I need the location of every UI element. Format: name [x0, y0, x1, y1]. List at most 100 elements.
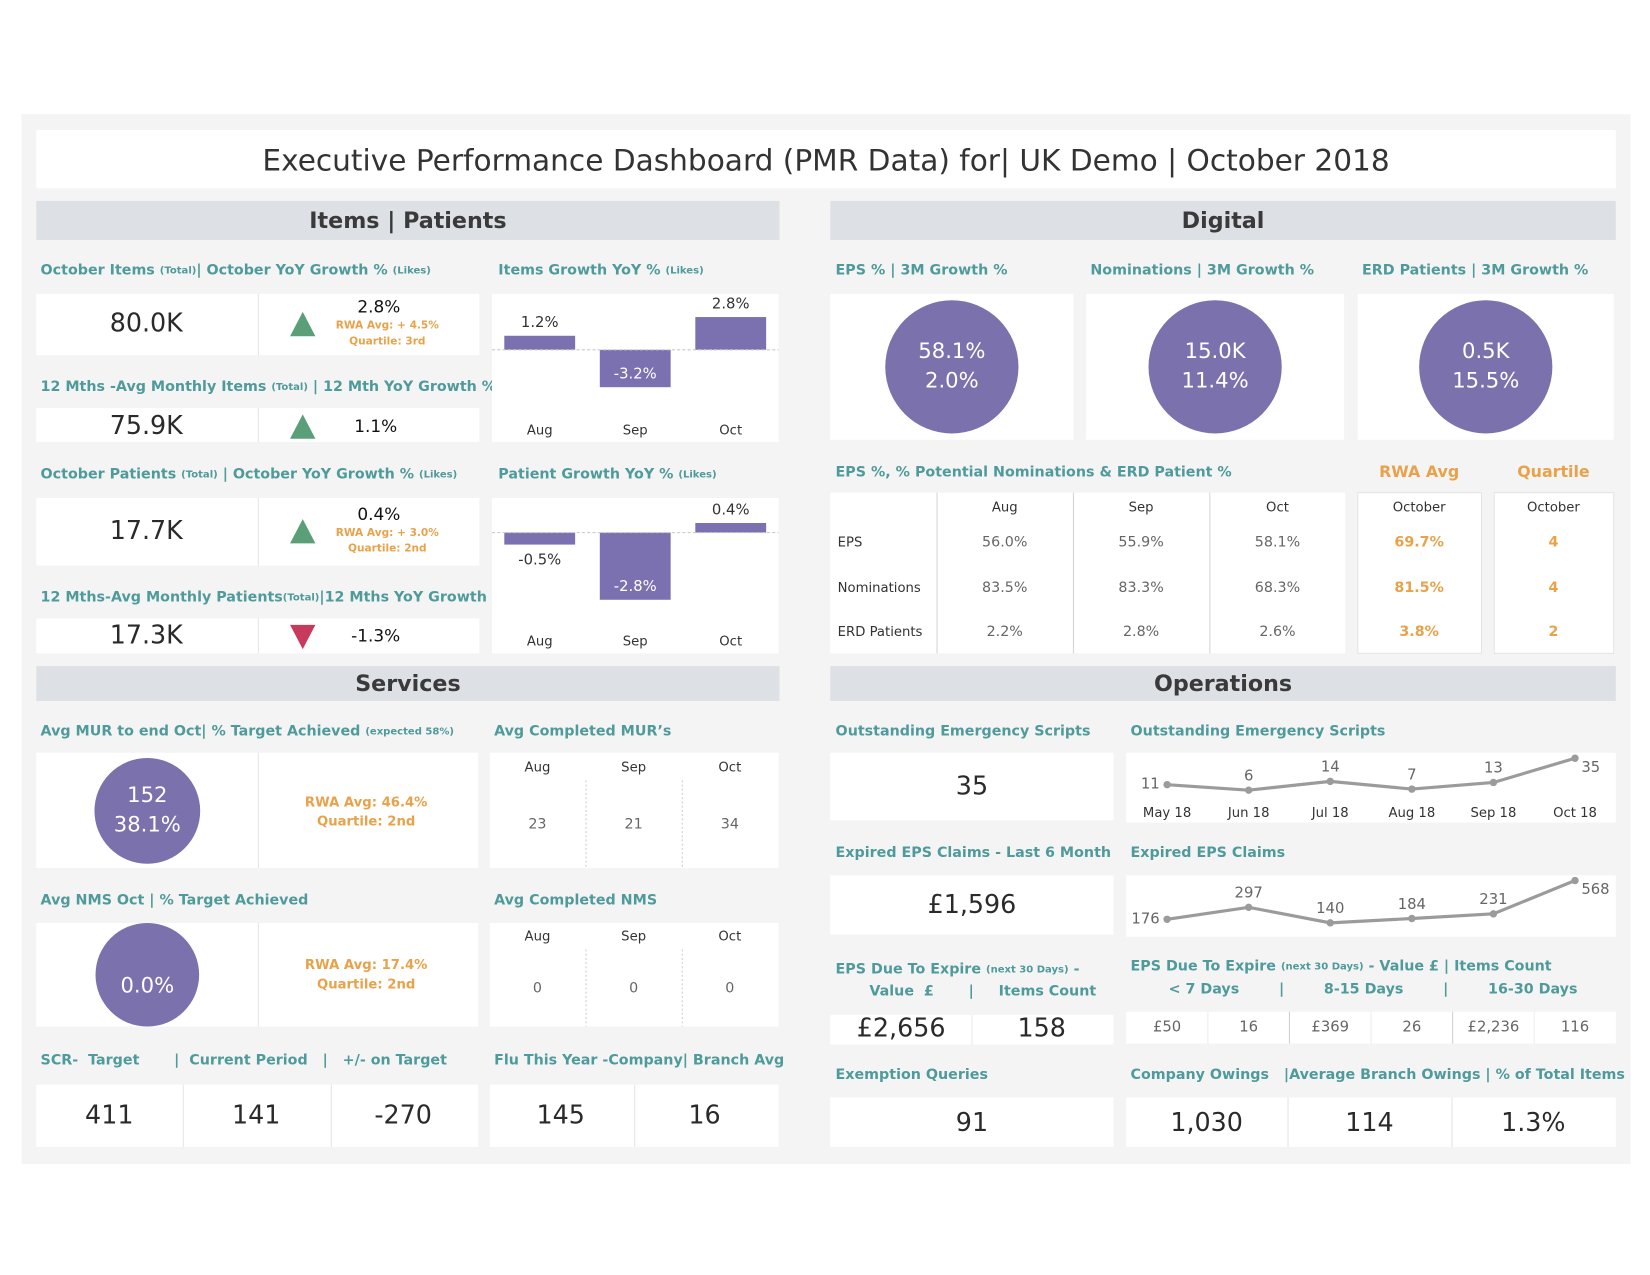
kpi-value: 141 [232, 1099, 280, 1129]
label-part: (next 30 Days) [986, 964, 1069, 975]
kpi-label: EPS Due To Expire (next 30 Days) - Value… [1131, 958, 1552, 974]
label-part: Items Growth YoY % [498, 263, 665, 279]
label-part: October Patients [41, 467, 182, 483]
point [1163, 780, 1171, 789]
cell-value: 21 [625, 817, 643, 833]
data-label: 11 [1141, 776, 1160, 793]
column-header: Oct [718, 761, 741, 776]
box [973, 1014, 1114, 1045]
point [1408, 785, 1416, 793]
section-title: Digital [1182, 208, 1265, 234]
data-label: 140 [1316, 900, 1344, 917]
tile-label: Nominations | 3M Growth % [1090, 263, 1314, 279]
label-part: (Likes) [419, 470, 457, 481]
cell-value: 16 [1239, 1019, 1258, 1036]
kpi-sublabel: Value £ | Items Count [869, 984, 1096, 1000]
cell-value: 0 [725, 980, 734, 996]
x-tick-label: Sep 18 [1470, 806, 1516, 821]
label-part: Avg MUR to end Oct| % Target Achieved [41, 724, 366, 740]
column-header: Aug [992, 500, 1018, 515]
cell-value: 68.3% [1255, 580, 1300, 596]
cell-value: 0 [533, 980, 542, 996]
section-title: Operations [1154, 671, 1292, 697]
column-header: October [1393, 500, 1446, 515]
section-header [36, 666, 780, 701]
box [36, 293, 480, 356]
box [36, 408, 480, 442]
kpi-value: £1,596 [928, 889, 1017, 919]
label-part: October Items [41, 263, 160, 279]
circle-value: 38.1% [114, 812, 181, 837]
label-part: Patient Growth YoY % [498, 467, 678, 483]
point [1489, 778, 1498, 787]
data-label: 0.4% [712, 501, 750, 518]
cell-value: 4 [1548, 534, 1558, 550]
box [830, 1014, 971, 1045]
label-part: (Total) [283, 592, 320, 603]
x-tick-label: Oct [719, 423, 742, 438]
tile-label: ERD Patients | 3M Growth % [1362, 263, 1588, 279]
kpi-value: 1,030 [1170, 1107, 1243, 1137]
circle-value: 15.0K [1185, 338, 1247, 363]
cell-value: 69.7% [1394, 534, 1444, 550]
trend-arrow [290, 519, 316, 544]
dashboard-title: Executive Performance Dashboard (PMR Dat… [262, 143, 1389, 178]
column-header: October [1527, 500, 1580, 515]
bar [695, 317, 767, 350]
label-part: EPS Due To Expire [1131, 958, 1281, 974]
kpi-label: Company Owings |Average Branch Owings | … [1131, 1067, 1625, 1083]
kpi-circle [1419, 300, 1553, 434]
kpi-value: 114 [1345, 1107, 1393, 1137]
point [1571, 876, 1579, 885]
data-label: 6 [1244, 767, 1253, 784]
trend-arrow [290, 624, 316, 650]
label-part: 12 Mths-Avg Monthly Patients [41, 589, 283, 605]
kpi-growth: 0.4% [357, 504, 400, 524]
x-tick-label: Oct 18 [1553, 806, 1597, 821]
data-label: 1.2% [521, 314, 559, 331]
row-label: Nominations [838, 581, 921, 596]
box [36, 1084, 479, 1148]
column-header: Aug [525, 761, 551, 776]
x-tick-label: May 18 [1143, 806, 1191, 821]
data-label: -2.8% [614, 578, 657, 595]
kpi-label: Outstanding Emergency Scripts [836, 724, 1091, 740]
label-part: (expected 58%) [365, 727, 454, 738]
data-label: -0.5% [518, 551, 561, 568]
quartile: Quartile: 2nd [348, 543, 427, 555]
label-part: 12 Mths -Avg Monthly Items [41, 379, 272, 395]
column-header: Sep [621, 930, 646, 945]
kpi-value: 35 [956, 771, 988, 801]
kpi-value: -270 [374, 1099, 432, 1129]
circle-value: 11.4% [1182, 368, 1249, 393]
section-header [830, 200, 1616, 240]
circle-value: 15.5% [1452, 368, 1519, 393]
data-label: 231 [1479, 891, 1507, 908]
kpi-label: EPS Due To Expire (next 30 Days) - [836, 961, 1080, 977]
title-box [36, 130, 1616, 189]
x-tick-label: Aug 18 [1388, 806, 1435, 821]
line [1166, 879, 1576, 925]
box [830, 752, 1114, 821]
column-header: Oct [1266, 500, 1289, 515]
rwa-avg: RWA Avg: 17.4% [305, 958, 427, 973]
x-tick-label: Sep [623, 635, 648, 650]
point [1326, 777, 1334, 786]
cell-value: 3.8% [1399, 624, 1439, 640]
kpi-value: 91 [956, 1107, 988, 1137]
chart-title: Patient Growth YoY % (Likes) [498, 467, 716, 483]
table-title: RWA Avg [1379, 462, 1459, 481]
section-header [830, 666, 1616, 701]
kpi-growth: 1.1% [354, 416, 397, 436]
x-tick-label: Oct [719, 635, 742, 650]
box [1357, 492, 1483, 654]
table-title: EPS %, % Potential Nominations & ERD Pat… [836, 465, 1232, 481]
row-label: ERD Patients [838, 625, 923, 640]
point [1244, 786, 1253, 794]
box [489, 752, 779, 868]
kpi-label: Avg MUR to end Oct| % Target Achieved (e… [41, 724, 454, 740]
label-part: | October YoY Growth % [218, 467, 419, 483]
box [830, 875, 1114, 935]
